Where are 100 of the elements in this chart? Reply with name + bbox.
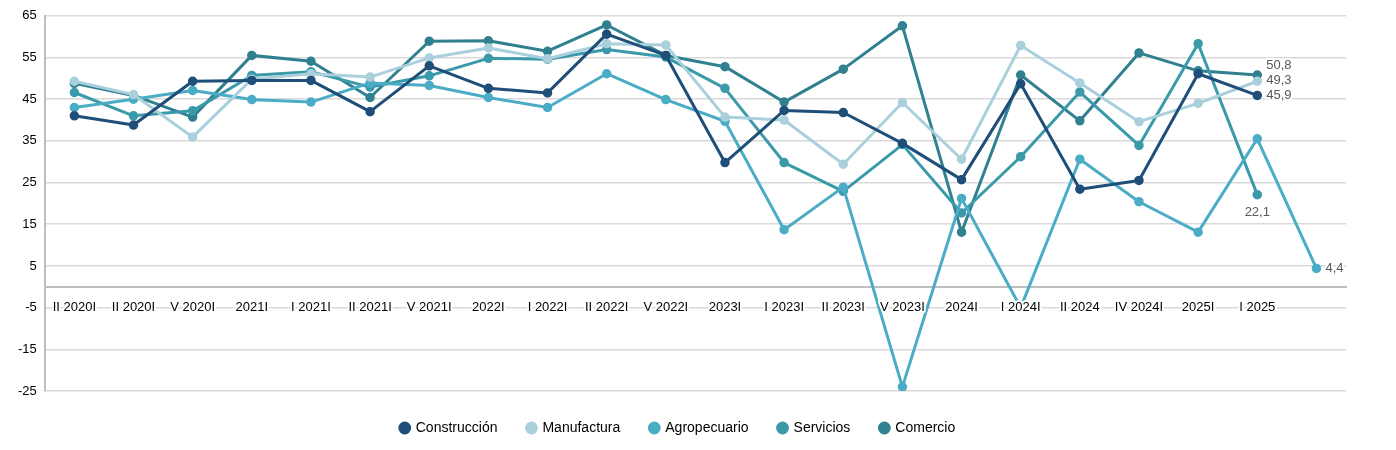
point [897, 97, 908, 108]
y-tick-label: 45 [22, 90, 37, 106]
x-tick-label: 2023I [708, 298, 742, 314]
point [1252, 76, 1263, 86]
point [542, 102, 553, 113]
data-label: 50,8 [1266, 57, 1292, 72]
point [1193, 38, 1203, 49]
point [306, 97, 316, 107]
y-tick-label: 65 [22, 7, 37, 23]
point [247, 50, 257, 61]
y-tick-label: 35 [22, 132, 37, 148]
x-tick-label: II 2022I [584, 298, 629, 314]
point [128, 111, 139, 121]
point [779, 224, 789, 235]
x-tick-label: II 2023I [821, 298, 865, 314]
legend-label: Manufactura [542, 418, 621, 435]
point [1015, 70, 1026, 80]
point [601, 29, 612, 39]
point [483, 92, 494, 103]
x-tick-label: V 2021I [406, 298, 452, 314]
point [1134, 140, 1144, 151]
point [187, 132, 198, 142]
point [720, 83, 730, 94]
point [720, 112, 730, 122]
point [247, 94, 257, 105]
point [1015, 40, 1026, 51]
point [956, 193, 967, 204]
data-label: 49,3 [1266, 72, 1292, 87]
point [483, 83, 494, 94]
point [365, 92, 375, 103]
point [1075, 184, 1085, 194]
point [365, 106, 375, 117]
point [661, 94, 671, 105]
point [69, 111, 80, 121]
point [956, 154, 967, 164]
point [1252, 134, 1263, 144]
point [601, 69, 612, 79]
point [187, 85, 198, 96]
point [956, 174, 967, 185]
x-tick-label: I 2022I [527, 298, 568, 314]
x-tick-label: I 2021I [291, 298, 331, 314]
x-tick-label: 2024I [945, 298, 978, 314]
point [1134, 48, 1144, 58]
y-tick-label: 25 [22, 174, 37, 190]
x-tick-label: 2025I [1181, 298, 1215, 314]
point [306, 56, 316, 66]
point [838, 107, 849, 118]
point [187, 106, 198, 116]
x-tick-label: 2021I [235, 298, 269, 314]
point [1075, 78, 1085, 88]
data-label: 45,9 [1266, 87, 1292, 102]
x-tick-label: V 2022I [643, 298, 689, 314]
point [661, 40, 671, 50]
point [1075, 154, 1085, 164]
point [1075, 116, 1085, 126]
point [187, 76, 198, 86]
legend-label: Agropecuario [665, 418, 749, 435]
legend-label: Construcción [415, 418, 498, 435]
point [365, 72, 375, 82]
y-tick-label: -15 [17, 340, 37, 356]
x-tick-label: V 2023I [879, 298, 925, 314]
point [1075, 87, 1085, 97]
x-tick-label: V 2020I [170, 298, 216, 314]
point [1015, 151, 1026, 162]
y-tick-label: -25 [17, 382, 37, 398]
x-tick-label: I 2025 [1239, 298, 1276, 314]
point [956, 227, 967, 237]
point [1134, 196, 1144, 207]
point [542, 88, 553, 98]
point [128, 120, 139, 130]
point [838, 64, 849, 74]
point [1252, 90, 1263, 101]
point [424, 36, 434, 46]
point [1015, 79, 1026, 89]
x-tick-label: II 2024 [1059, 298, 1100, 314]
point [424, 61, 434, 71]
data-label: 4,4 [1325, 260, 1344, 276]
point [720, 61, 730, 72]
point [601, 20, 612, 30]
point [1252, 189, 1263, 200]
point [601, 38, 612, 49]
point [838, 159, 849, 169]
point [1134, 116, 1144, 127]
point [1193, 227, 1203, 237]
x-tick-label: II 2020I [52, 298, 97, 314]
legend-label: Comercio [895, 418, 956, 435]
y-tick-label: 5 [29, 257, 37, 273]
point [720, 157, 730, 168]
y-tick-label: 15 [22, 215, 37, 231]
point [69, 87, 80, 98]
x-tick-label: IV 2024I [1114, 298, 1164, 314]
point [779, 105, 789, 116]
point [306, 75, 316, 86]
point [483, 53, 494, 64]
x-tick-label: 2022I [472, 298, 505, 314]
point [1311, 263, 1322, 274]
x-tick-label: I 2023I [764, 298, 804, 314]
point [897, 21, 908, 31]
point [897, 382, 908, 391]
point [779, 157, 789, 168]
